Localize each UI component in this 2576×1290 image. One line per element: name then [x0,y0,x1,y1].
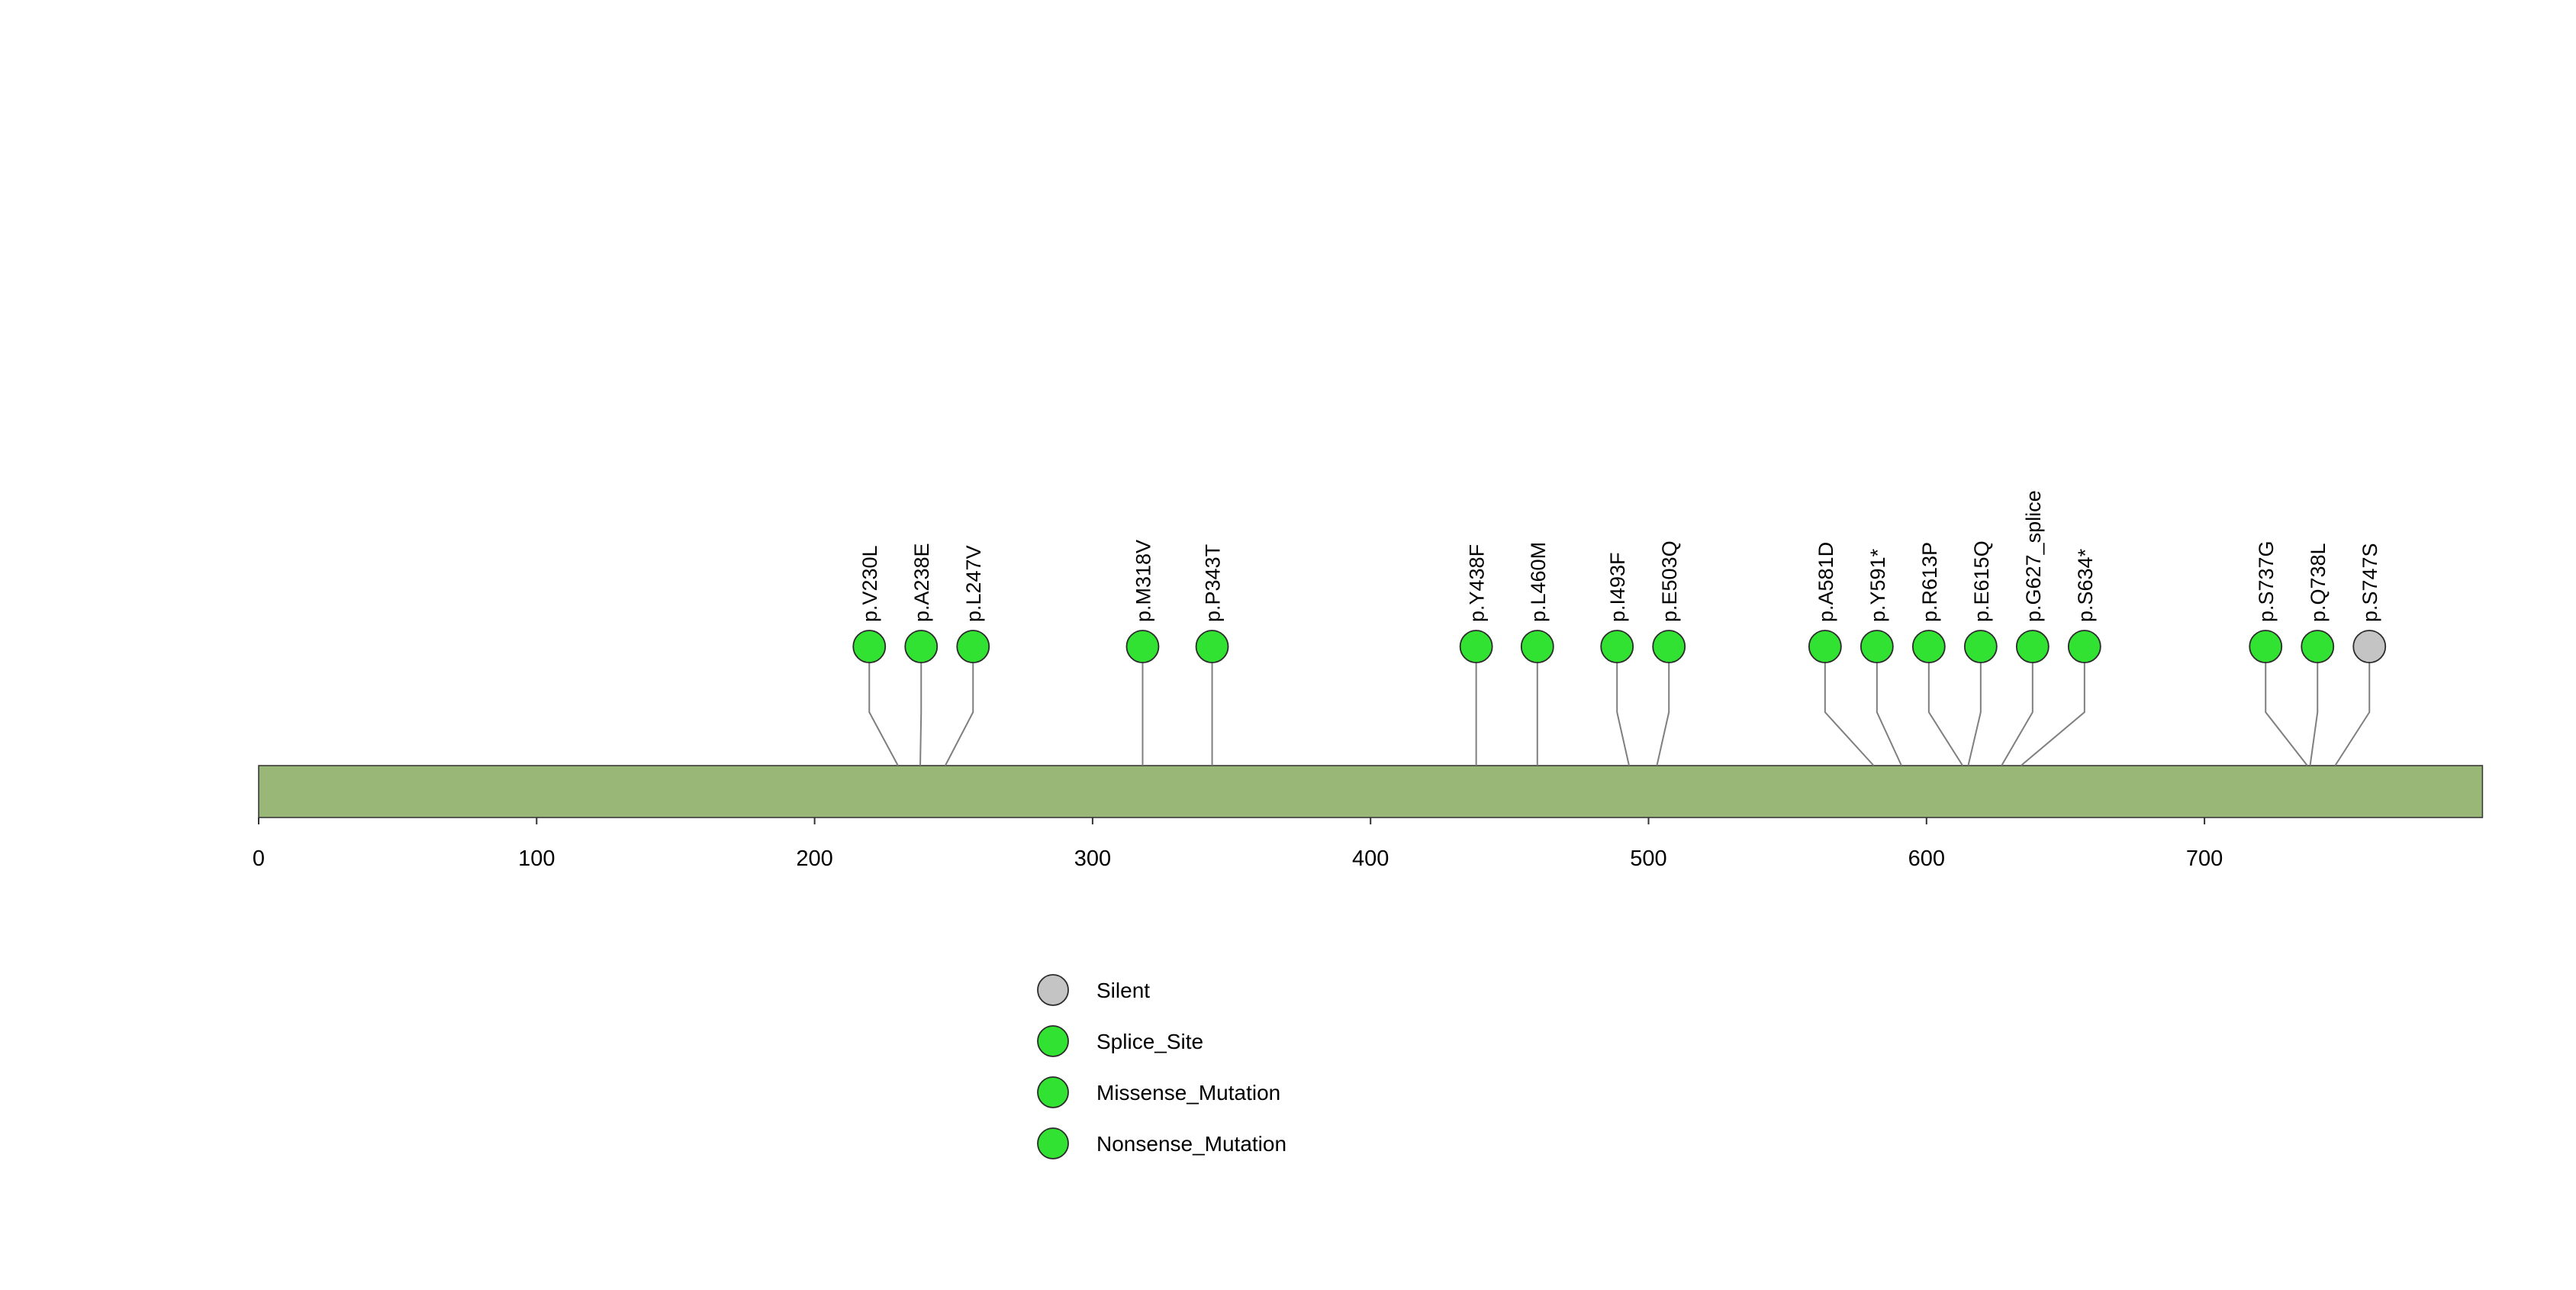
axis-tick-label: 100 [518,847,555,871]
mutation-label: p.S634* [2074,548,2097,622]
mutation-marker [956,630,990,663]
mutation-marker [1808,630,1842,663]
legend-label: Silent [1096,979,1150,1002]
mutation-stem [1824,663,1875,766]
mutation-marker [2301,630,2335,663]
mutation-marker [1195,630,1229,663]
axis-tick-label: 0 [253,847,265,871]
mutation-label: p.A581D [1814,542,1837,622]
mutation-marker [1652,630,1686,663]
mutation-stem [1616,663,1630,766]
mutation-stem [2334,663,2371,766]
legend-label: Splice_Site [1096,1030,1203,1053]
mutation-marker [1459,630,1493,663]
legend-label: Nonsense_Mutation [1096,1132,1286,1156]
legend-marker-splice_site [1037,1025,1069,1057]
mutation-marker [1911,630,1946,663]
mutation-marker [2352,630,2387,663]
mutation-label: p.L460M [1527,542,1550,622]
mutation-stem [2309,663,2319,766]
mutation-label: p.Y591* [1866,548,1889,622]
mutation-stem [1656,663,1670,766]
mutation-marker [1600,630,1634,663]
axis-tick-label: 200 [796,847,832,871]
mutation-label: p.A238E [910,543,933,622]
mutation-label: p.M318V [1132,540,1154,622]
mutation-stem [2001,663,2033,766]
legend-marker-nonsense_mutation [1037,1127,1069,1159]
mutation-label: p.Q738L [2307,543,2330,622]
mutation-stem [1967,663,1982,766]
mutation-label: p.P343T [1202,544,1225,622]
mutation-stem [944,663,974,766]
mutation-marker [1125,630,1160,663]
protein-bar [258,765,2484,818]
axis-tick-label: 500 [1630,847,1666,871]
legend-marker-missense_mutation [1037,1076,1069,1108]
mutation-marker [2249,630,2283,663]
mutation-stem [1927,663,1964,766]
mutation-stem [2021,663,2085,766]
mutation-marker [1520,630,1554,663]
axis-tick-label: 700 [2186,847,2223,871]
legend-marker-silent [1037,974,1069,1006]
mutation-label: p.Y438F [1466,544,1489,622]
mutation-label: p.R613P [1918,542,1941,622]
mutation-marker [2015,630,2050,663]
mutation-stem [2265,663,2308,766]
mutation-stem [868,663,899,766]
legend-label: Missense_Mutation [1096,1081,1280,1105]
axis-tick-label: 300 [1074,847,1111,871]
axis-tick-label: 600 [1908,847,1945,871]
mutation-label: p.S737G [2255,540,2278,622]
mutation-marker [852,630,887,663]
mutation-stem [1876,663,1902,766]
mutation-label: p.E503Q [1658,540,1681,622]
mutation-marker [1963,630,1998,663]
mutation-marker [2067,630,2101,663]
mutation-stem [919,663,923,766]
axis-tick-label: 400 [1352,847,1389,871]
mutation-label: p.S747S [2359,543,2381,622]
mutation-label: p.V230L [858,545,881,622]
mutation-label: p.E615Q [1970,540,1993,622]
mutation-label: p.G627_splice [2022,490,2045,622]
mutation-label: p.L247V [962,545,985,622]
mutation-marker [904,630,939,663]
mutation-marker [1860,630,1894,663]
mutation-label: p.I493F [1606,552,1629,622]
